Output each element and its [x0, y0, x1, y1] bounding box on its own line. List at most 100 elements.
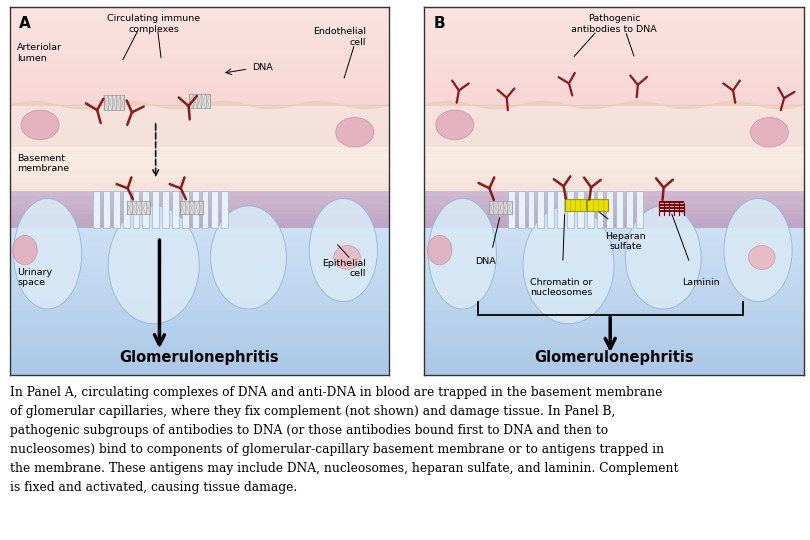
Bar: [10, 138, 389, 143]
Bar: [616, 191, 623, 228]
Bar: [424, 169, 804, 173]
Ellipse shape: [428, 199, 497, 309]
Bar: [424, 191, 804, 196]
Bar: [424, 100, 804, 105]
Bar: [103, 191, 110, 228]
Ellipse shape: [750, 118, 788, 147]
Bar: [10, 178, 389, 183]
Bar: [565, 199, 586, 212]
Bar: [424, 264, 804, 269]
Text: Endothelial
cell: Endothelial cell: [313, 28, 366, 46]
Bar: [548, 191, 554, 228]
Bar: [567, 191, 573, 228]
Bar: [127, 201, 151, 214]
Bar: [424, 322, 804, 328]
Bar: [424, 16, 804, 21]
Ellipse shape: [21, 110, 59, 140]
Text: Glomerulonephritis: Glomerulonephritis: [119, 350, 279, 365]
Bar: [424, 129, 804, 133]
Bar: [424, 26, 804, 30]
FancyBboxPatch shape: [424, 106, 804, 154]
Bar: [122, 191, 130, 228]
Bar: [424, 214, 804, 219]
Ellipse shape: [748, 246, 775, 269]
Bar: [10, 96, 389, 100]
Bar: [10, 183, 389, 187]
Bar: [10, 173, 389, 178]
Bar: [659, 204, 684, 206]
Bar: [10, 281, 389, 287]
Bar: [424, 173, 804, 178]
Bar: [10, 160, 389, 165]
Text: Laminin: Laminin: [682, 278, 720, 287]
Bar: [424, 246, 804, 252]
Bar: [424, 143, 804, 147]
Text: DNA: DNA: [475, 256, 496, 266]
Bar: [424, 53, 804, 58]
Text: Pathogenic
antibodies to DNA: Pathogenic antibodies to DNA: [571, 15, 657, 34]
Bar: [10, 129, 389, 133]
Bar: [424, 49, 804, 53]
Bar: [424, 156, 804, 160]
Bar: [424, 240, 804, 246]
Bar: [424, 119, 804, 124]
FancyBboxPatch shape: [10, 106, 389, 154]
Bar: [424, 39, 804, 44]
Bar: [424, 224, 804, 228]
Bar: [424, 35, 804, 39]
Bar: [10, 151, 389, 156]
Bar: [10, 240, 389, 246]
Text: Arteriolar
lumen: Arteriolar lumen: [17, 43, 62, 63]
Bar: [10, 258, 389, 264]
Bar: [424, 133, 804, 138]
Bar: [10, 91, 389, 96]
Bar: [10, 49, 389, 53]
Bar: [424, 7, 804, 12]
Bar: [10, 310, 389, 316]
Bar: [10, 234, 389, 240]
Ellipse shape: [724, 199, 792, 302]
Ellipse shape: [211, 206, 287, 309]
Bar: [10, 77, 389, 82]
Bar: [10, 328, 389, 334]
Bar: [181, 191, 189, 228]
Bar: [424, 310, 804, 316]
Bar: [659, 201, 684, 203]
Ellipse shape: [428, 235, 452, 265]
Bar: [10, 165, 389, 169]
Bar: [659, 207, 684, 209]
Bar: [10, 264, 389, 269]
Bar: [424, 178, 804, 183]
Bar: [424, 147, 804, 151]
Bar: [10, 53, 389, 58]
Bar: [10, 287, 389, 293]
Bar: [10, 105, 389, 110]
Bar: [577, 191, 584, 228]
Bar: [424, 114, 804, 119]
Bar: [10, 346, 389, 352]
Text: Epithelial
cell: Epithelial cell: [322, 259, 366, 278]
Bar: [424, 210, 804, 214]
Bar: [518, 191, 525, 228]
Bar: [424, 165, 804, 169]
Text: A: A: [19, 16, 31, 31]
Bar: [424, 369, 804, 375]
Bar: [424, 305, 804, 310]
Bar: [10, 293, 389, 299]
Bar: [537, 191, 544, 228]
Bar: [424, 21, 804, 26]
Bar: [424, 219, 804, 224]
Bar: [424, 228, 804, 234]
Bar: [424, 293, 804, 299]
Bar: [424, 12, 804, 16]
Text: In Panel A, circulating complexes of DNA and anti-DNA in blood are trapped in th: In Panel A, circulating complexes of DNA…: [10, 387, 678, 495]
Bar: [10, 16, 389, 21]
Bar: [424, 299, 804, 305]
Bar: [424, 363, 804, 369]
Bar: [162, 191, 169, 228]
Ellipse shape: [13, 235, 37, 265]
Bar: [424, 258, 804, 264]
Bar: [424, 138, 804, 143]
Bar: [424, 160, 804, 165]
Bar: [596, 191, 603, 228]
